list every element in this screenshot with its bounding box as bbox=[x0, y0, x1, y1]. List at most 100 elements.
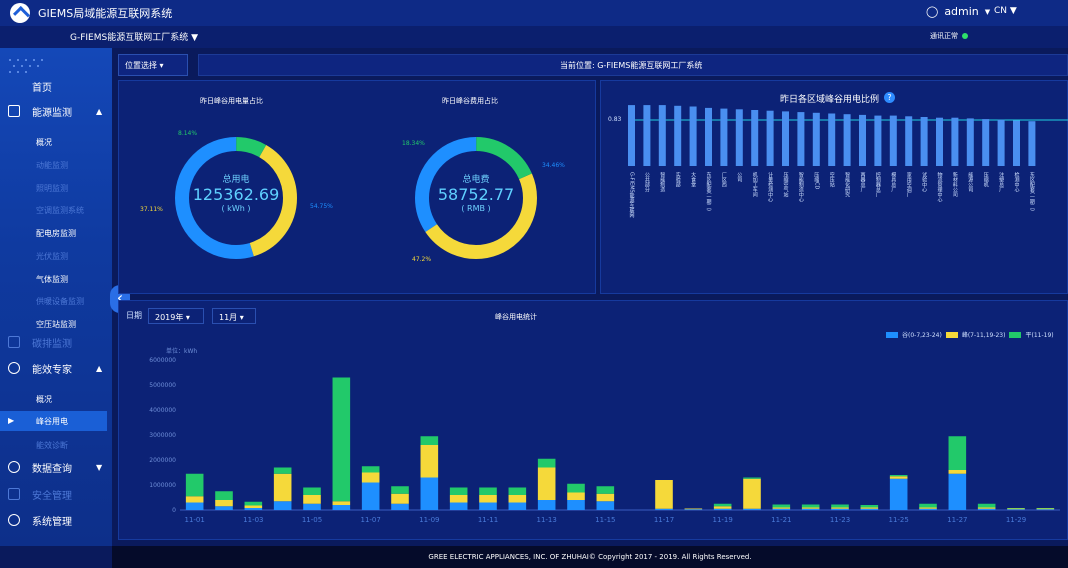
peak-bar-segment bbox=[449, 487, 468, 495]
peak-bar-segment bbox=[479, 495, 497, 503]
submenu-item[interactable]: 光伏监测 bbox=[36, 252, 68, 261]
factory-select[interactable]: G-FIEMS能源互联网工厂系统 ▼ bbox=[70, 33, 199, 43]
submenu-item[interactable]: 照明监测 bbox=[36, 184, 68, 193]
region-tick-label: 控制器总厂 bbox=[875, 171, 881, 198]
region-tick-label: 模具总厂 bbox=[890, 171, 896, 193]
chevron-left-icon: ‹ bbox=[116, 288, 124, 307]
peak-bar-segment bbox=[244, 505, 263, 508]
peak-bar-segment bbox=[449, 502, 468, 510]
region-bar bbox=[874, 115, 882, 166]
peak-bar-segment bbox=[215, 500, 233, 507]
peak-bar-segment bbox=[332, 505, 351, 510]
peak-bar-segment bbox=[391, 503, 409, 510]
sidebar-item-label: 碳排监测 bbox=[32, 338, 72, 350]
peak-legend: 谷(0-7,23-24) 峰(7-11,19-23) 平(11-19) bbox=[886, 330, 1054, 339]
region-tick-label: 实验部 bbox=[675, 171, 681, 188]
peak-bar-segment bbox=[948, 470, 967, 474]
legend-swatch-yellow bbox=[945, 331, 958, 338]
peak-bar-segment bbox=[332, 501, 351, 505]
peak-bar-segment bbox=[831, 504, 849, 508]
app-title: GIEMS局域能源互联网系统 bbox=[38, 7, 173, 20]
sidebar-item-label: 首页 bbox=[32, 82, 52, 94]
region-bar bbox=[889, 115, 897, 166]
peak-bar-segment bbox=[361, 466, 380, 473]
help-icon[interactable]: ? bbox=[884, 92, 895, 103]
x-tick-label: 11-27 bbox=[947, 516, 967, 524]
submenu-item[interactable]: 概况 bbox=[36, 138, 52, 147]
top-bar: GIEMS局域能源互联网系统 ◯ admin ▼ CN ▼ bbox=[0, 0, 1068, 26]
month-select-label: 11月 bbox=[219, 313, 238, 322]
date-label: 日期 bbox=[126, 311, 142, 320]
peak-bar-segment bbox=[215, 506, 233, 510]
peak-bar-segment bbox=[537, 458, 556, 468]
peak-bar-segment bbox=[919, 508, 937, 510]
x-tick-label: 11-11 bbox=[478, 516, 498, 524]
peak-bar-chart: 0 1000000 2000000 3000000 4000000 5000000 6000… bbox=[149, 357, 1060, 524]
donut-power-yellow-segment bbox=[175, 137, 297, 259]
peak-bar-segment bbox=[713, 503, 732, 507]
location-select-label: 位置选择 bbox=[125, 61, 157, 70]
peak-bar-segment bbox=[596, 486, 615, 494]
peak-bar-segment bbox=[303, 503, 321, 510]
globe-icon bbox=[8, 461, 20, 473]
language-label: CN bbox=[994, 6, 1008, 16]
status-text: 通讯正常 bbox=[930, 32, 958, 40]
submenu-item[interactable]: 动能监测 bbox=[36, 161, 68, 170]
decor-dots-icon bbox=[9, 59, 43, 73]
peak-bar-segment bbox=[655, 480, 673, 509]
region-tick-label: 试验中心 bbox=[921, 171, 927, 192]
sidebar-item-label: 安全管理 bbox=[32, 490, 72, 502]
submenu-item[interactable]: 气体监测 bbox=[36, 275, 68, 284]
chevron-down-icon: ▼ bbox=[96, 462, 103, 472]
region-bar bbox=[1028, 121, 1036, 166]
peak-bar-segment bbox=[361, 472, 380, 483]
peak-bar-segment bbox=[743, 478, 761, 509]
submenu-item[interactable]: 能效诊断 bbox=[36, 441, 68, 450]
year-select[interactable]: 2019年 ▾ bbox=[148, 308, 204, 324]
chevron-up-icon: ▲ bbox=[96, 106, 103, 116]
peak-bar-segment bbox=[537, 500, 556, 510]
region-tick-label: 空压站 bbox=[829, 171, 835, 188]
submenu-item[interactable]: 概况 bbox=[36, 395, 52, 404]
peak-bar-segment bbox=[1007, 509, 1025, 510]
x-tick-label: 11-23 bbox=[830, 516, 850, 524]
peak-bar-segment bbox=[801, 504, 820, 508]
region-bar bbox=[920, 117, 928, 166]
region-tick-label: 物流管理中心 bbox=[937, 171, 943, 202]
region-bar bbox=[859, 114, 866, 166]
x-tick-label: 11-21 bbox=[771, 516, 791, 524]
peak-bar-segment bbox=[391, 486, 409, 494]
month-select[interactable]: 11月 ▾ bbox=[212, 308, 256, 324]
x-tick-label: 11-17 bbox=[654, 516, 674, 524]
submenu-item[interactable]: 配电房监测 bbox=[36, 229, 76, 238]
peak-bar-segment bbox=[889, 476, 908, 479]
peak-bar-segment bbox=[303, 487, 321, 495]
region-tick-label: 压缩机 bbox=[983, 172, 989, 188]
region-bar bbox=[658, 105, 666, 166]
region-tick-label: 压缩CD bbox=[813, 172, 819, 189]
submenu-item[interactable]: 空压站监测 bbox=[36, 320, 76, 329]
donut-panel bbox=[118, 80, 596, 294]
peak-chart-title: 峰谷用电统计 bbox=[495, 313, 537, 321]
peak-bar-segment bbox=[596, 501, 615, 510]
peak-bar-segment bbox=[596, 493, 615, 502]
submenu-item-active[interactable]: 峰谷用电 bbox=[36, 417, 68, 426]
region-tick-label: 公司 bbox=[736, 172, 742, 182]
peak-bar-segment bbox=[1036, 508, 1055, 510]
location-select[interactable]: 位置选择 ▾ bbox=[118, 54, 188, 76]
donut-cost-yellow-segment bbox=[415, 137, 537, 259]
sidebar-item-label: 能源监测 bbox=[32, 107, 72, 119]
pct-blue: 54.75% bbox=[310, 203, 333, 210]
peak-bar-segment bbox=[303, 495, 321, 504]
region-tick-label: 注塑总厂 bbox=[998, 171, 1004, 193]
language-select[interactable]: CN ▼ bbox=[994, 6, 1017, 16]
peak-bar-segment bbox=[1036, 508, 1055, 509]
footer: GREE ELECTRIC APPLIANCES, INC. OF ZHUHAI… bbox=[112, 546, 1068, 568]
peak-bar-segment bbox=[684, 508, 703, 510]
submenu-item[interactable]: 空调监测系统 bbox=[36, 206, 84, 215]
peak-bar-segment bbox=[977, 507, 996, 509]
submenu-item[interactable]: 供暖设备监测 bbox=[36, 297, 84, 306]
region-bar bbox=[951, 117, 959, 166]
sub-bar: G-FIEMS能源互联网工厂系统 ▼ 通讯正常 bbox=[0, 26, 1068, 48]
user-menu[interactable]: ◯ admin ▼ bbox=[926, 5, 990, 18]
